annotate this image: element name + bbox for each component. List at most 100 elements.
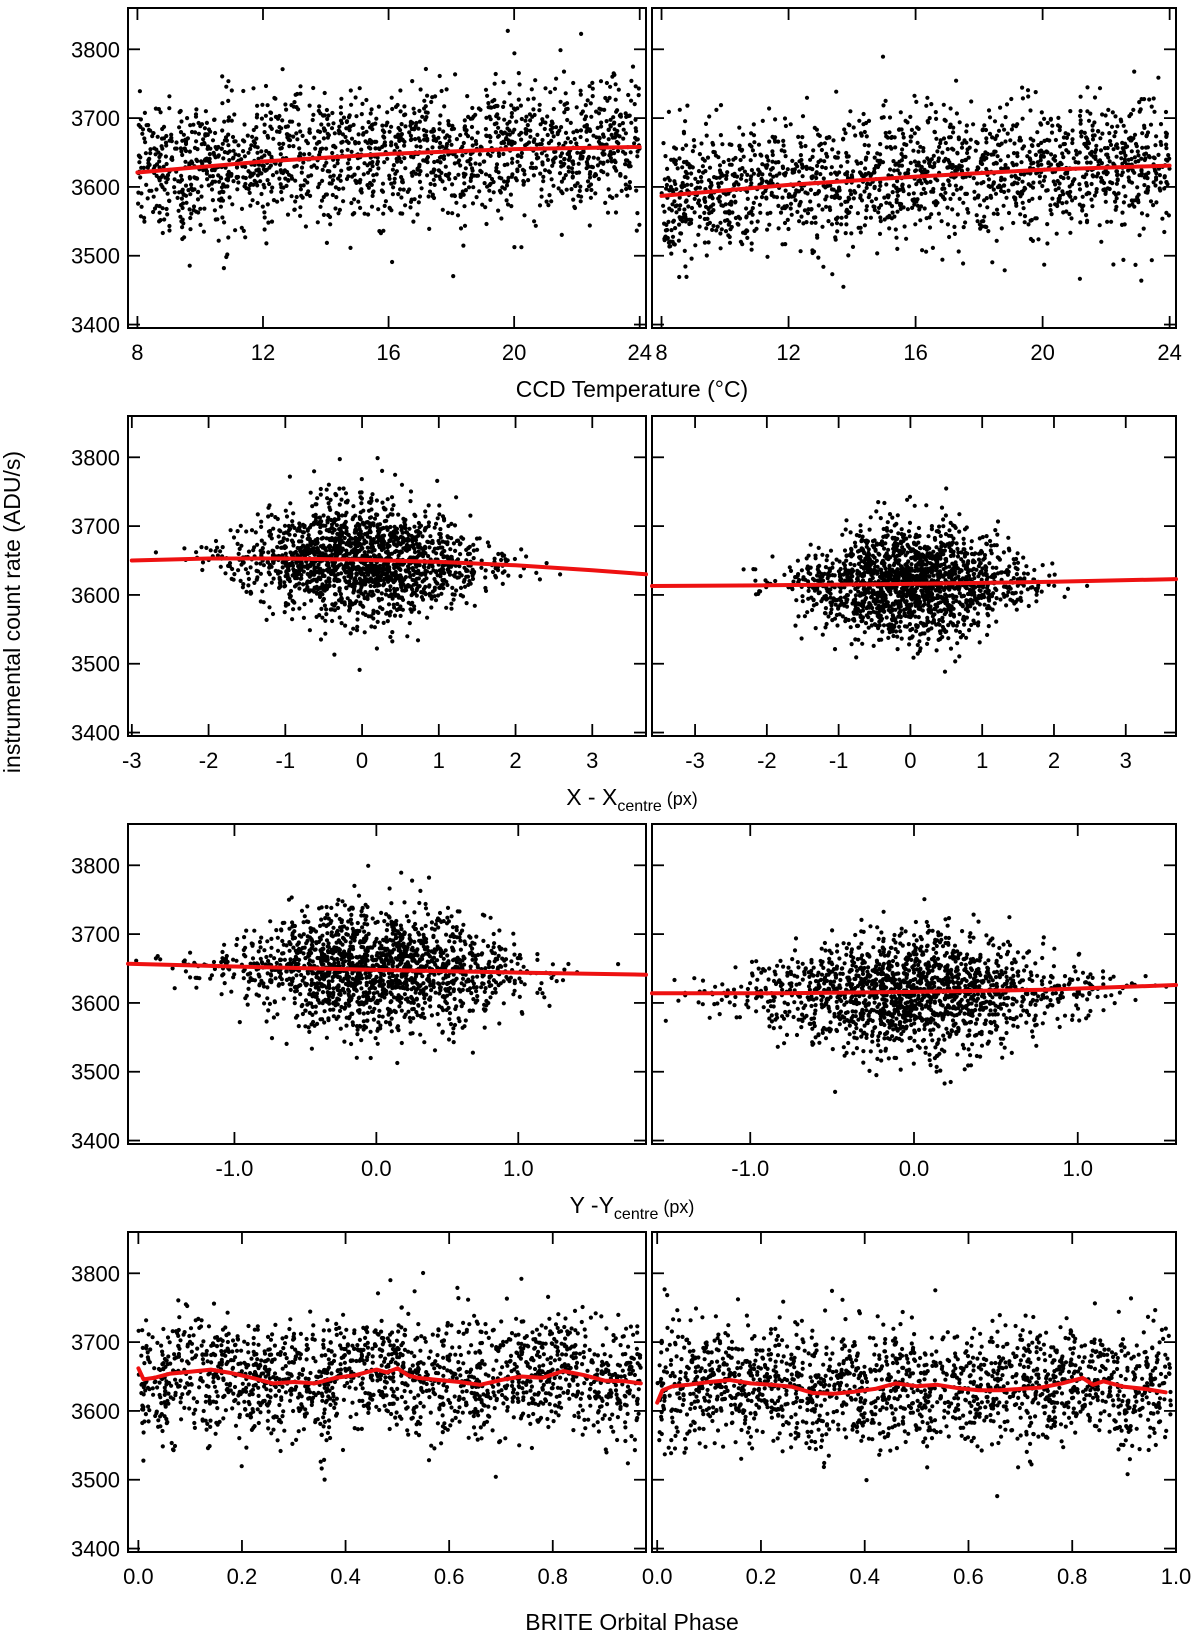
data-point: [262, 210, 267, 215]
data-point: [475, 130, 480, 135]
data-point: [752, 140, 757, 145]
data-point: [151, 194, 156, 199]
scatter-points: [136, 28, 642, 279]
data-point: [386, 575, 391, 580]
data-point: [524, 114, 529, 119]
data-point: [399, 482, 405, 487]
data-point: [316, 575, 322, 580]
data-point: [426, 520, 431, 525]
data-point: [164, 133, 169, 139]
data-point: [438, 535, 443, 540]
data-point: [555, 132, 560, 137]
data-point: [187, 149, 192, 154]
data-point: [984, 156, 989, 161]
data-point: [883, 130, 888, 136]
data-point: [210, 138, 216, 143]
data-point: [425, 110, 430, 115]
data-point: [388, 584, 393, 589]
data-point: [454, 200, 459, 205]
data-point: [574, 105, 579, 110]
data-point: [898, 110, 903, 115]
data-point: [411, 169, 416, 174]
data-point: [337, 173, 343, 178]
data-point: [912, 197, 917, 202]
data-point: [435, 159, 440, 164]
data-point: [314, 538, 319, 543]
data-point: [335, 578, 340, 584]
data-point: [317, 181, 322, 186]
data-point: [1060, 151, 1065, 156]
data-point: [782, 220, 788, 226]
data-point: [458, 163, 463, 168]
data-point: [1100, 112, 1105, 117]
data-point: [235, 187, 240, 192]
data-point: [598, 79, 604, 84]
data-point: [1016, 176, 1022, 181]
data-point: [733, 200, 738, 205]
data-point: [338, 592, 343, 597]
data-point: [1142, 183, 1147, 188]
data-point: [666, 219, 671, 224]
data-point: [1066, 175, 1071, 180]
data-point: [220, 215, 225, 220]
data-point: [359, 477, 364, 482]
data-point: [688, 164, 693, 169]
data-point: [437, 503, 442, 508]
data-point: [352, 530, 357, 535]
data-point: [603, 95, 608, 101]
data-point: [1094, 174, 1099, 179]
data-point: [186, 188, 191, 193]
data-point: [241, 88, 246, 94]
data-point: [1018, 138, 1024, 143]
data-point: [460, 153, 465, 158]
data-point: [528, 128, 533, 133]
data-point: [499, 129, 504, 134]
data-point: [797, 219, 802, 224]
data-point: [584, 160, 590, 165]
data-point: [749, 181, 754, 186]
data-point: [426, 524, 431, 529]
data-point: [303, 224, 308, 229]
data-point: [612, 151, 617, 156]
data-point: [1009, 96, 1014, 102]
data-point: [517, 163, 522, 168]
data-point: [342, 575, 347, 580]
data-point: [303, 564, 308, 569]
data-point: [505, 180, 510, 185]
data-point: [358, 495, 363, 500]
data-point: [754, 195, 759, 200]
data-point: [914, 99, 919, 104]
data-point: [613, 97, 618, 102]
data-point: [784, 203, 790, 209]
data-point: [265, 202, 270, 207]
data-point: [506, 573, 511, 578]
data-point: [805, 211, 811, 216]
data-point: [899, 163, 905, 168]
data-point: [487, 173, 492, 178]
data-point: [1060, 201, 1065, 206]
data-point: [1027, 156, 1032, 161]
data-point: [614, 193, 619, 198]
data-point: [473, 161, 478, 166]
data-point: [636, 86, 641, 91]
data-point: [952, 231, 958, 236]
data-point: [341, 486, 346, 491]
data-point: [903, 118, 908, 123]
data-point: [162, 217, 167, 222]
data-point: [558, 48, 563, 53]
data-point: [436, 135, 441, 140]
data-point: [577, 188, 582, 193]
data-point: [307, 130, 312, 135]
data-point: [543, 86, 548, 91]
data-point: [672, 179, 677, 184]
data-point: [765, 211, 770, 216]
data-point: [395, 601, 400, 607]
data-point: [339, 621, 344, 626]
data-point: [334, 510, 339, 516]
data-point: [1068, 189, 1073, 194]
data-point: [337, 124, 342, 129]
data-point: [391, 185, 396, 190]
data-point: [1114, 154, 1119, 159]
data-point: [509, 160, 515, 165]
data-point: [863, 172, 868, 177]
